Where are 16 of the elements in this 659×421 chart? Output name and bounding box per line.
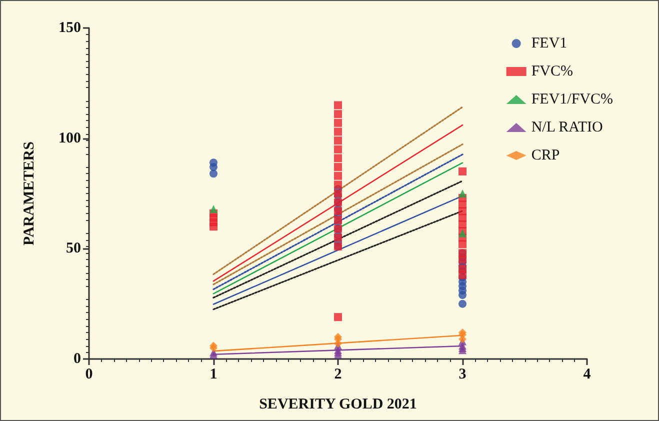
legend-label: CRP [531,148,560,164]
y-axis-title: PARAMETERS [22,142,38,246]
legend-label: FEV1 [531,36,568,52]
x-tick-label: 2 [334,366,342,382]
y-tick-label: 100 [58,130,81,146]
x-tick-label: 1 [210,366,218,382]
y-tick-label: 150 [58,20,81,36]
legend-label: FVC% [531,64,574,80]
x-tick-label: 3 [458,366,466,382]
y-tick-label: 50 [66,240,81,257]
y-tick-label: 0 [74,351,81,367]
legend-label: N/L RATIO [531,120,604,136]
x-tick-label: 4 [583,366,592,382]
x-tick-label: 0 [85,366,93,382]
x-axis-title: SEVERITY GOLD 2021 [259,396,417,412]
legend-label: FEV1/FVC% [531,92,614,108]
